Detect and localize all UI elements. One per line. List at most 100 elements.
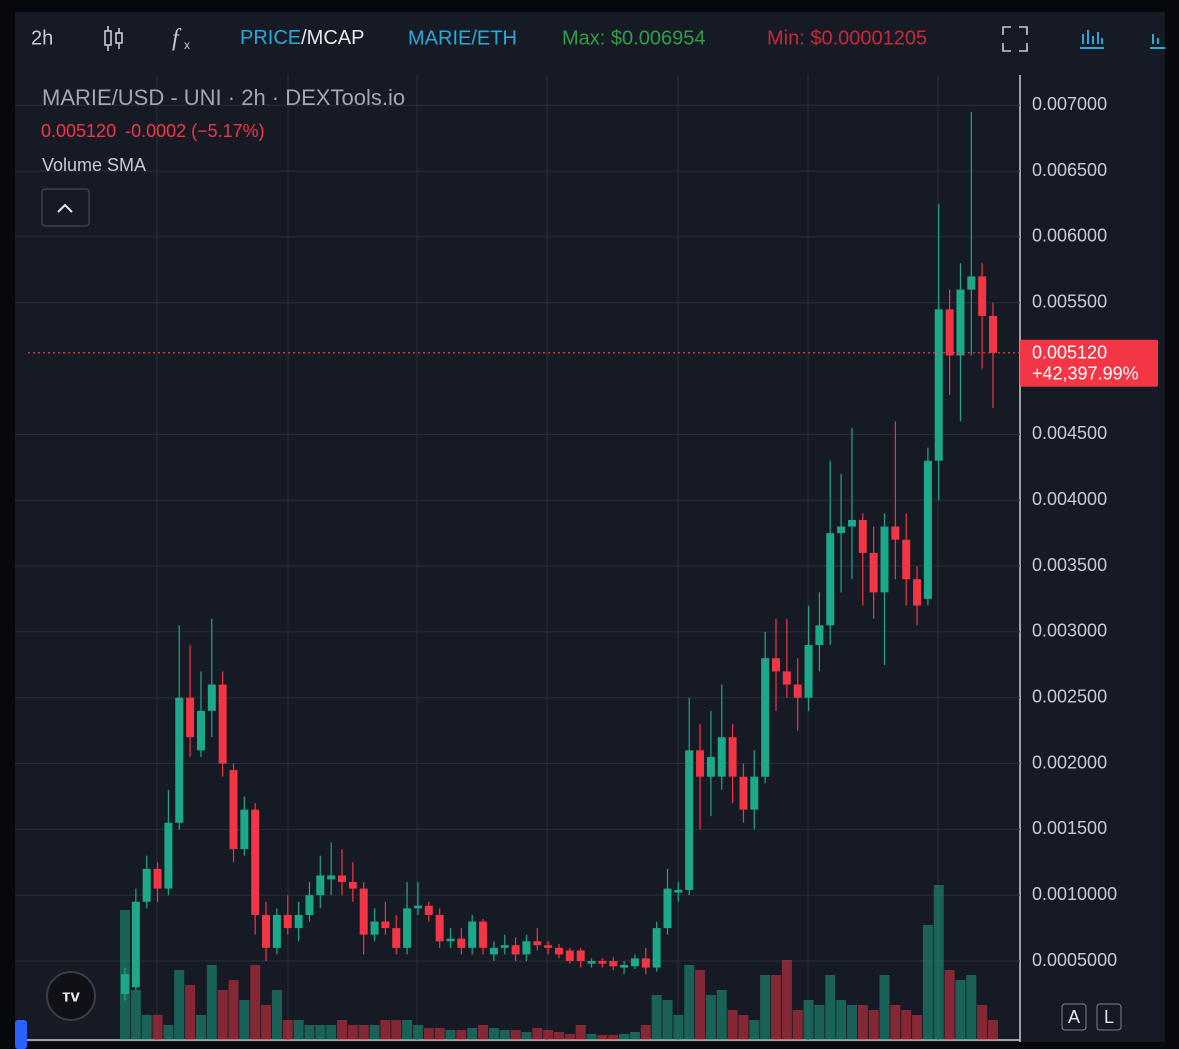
volume-bar [781, 960, 792, 1040]
candle-body [489, 947, 498, 955]
y-tick-label: 0.0010000 [1032, 884, 1117, 904]
candles-icon[interactable] [104, 26, 123, 51]
candle-body [902, 539, 911, 580]
collapse-icon [57, 203, 73, 213]
candle-body [544, 945, 553, 948]
candle-body [750, 776, 759, 810]
volume-bar [933, 885, 944, 1040]
volume-bar [130, 990, 141, 1040]
tv-logo[interactable] [46, 971, 96, 1021]
candle-body [403, 908, 412, 948]
candle-body [706, 756, 715, 777]
volume-bar [771, 975, 781, 1040]
candle-body [468, 921, 477, 948]
volume-bar [564, 1034, 575, 1040]
candles [121, 111, 997, 1001]
volume-bar [185, 985, 196, 1040]
candle-body [153, 868, 162, 889]
volume-bar [662, 1000, 673, 1040]
price-mcap[interactable]: PRICE/MCAP [240, 27, 364, 49]
candle-body [240, 809, 249, 850]
volume-bar [282, 1020, 293, 1040]
min-price: Min: $0.00001205 [767, 27, 927, 49]
auto-scale-button[interactable] [1061, 1003, 1087, 1031]
candle-body [761, 658, 770, 777]
last-change-label: +42,397.99% [1032, 364, 1139, 384]
volume-bar [705, 995, 716, 1040]
scroll-handle[interactable] [15, 1020, 27, 1049]
volume-bar [434, 1028, 445, 1040]
interval[interactable]: 2h [31, 27, 53, 49]
volume-bar [988, 1020, 998, 1040]
candle-body [555, 947, 563, 955]
volume-bar [629, 1032, 640, 1040]
candle-body [327, 875, 336, 880]
volume-bar [304, 1025, 315, 1040]
chart-style-icon-2[interactable] [1150, 34, 1165, 49]
y-tick-label: 0.0005000 [1032, 950, 1117, 970]
volume-bar [727, 1010, 738, 1040]
candle-body [923, 460, 932, 599]
candle-body [207, 684, 216, 711]
max-price: Max: $0.006954 [562, 27, 705, 49]
collapse-button[interactable] [41, 188, 90, 227]
indicators-icon[interactable]: f [172, 26, 182, 52]
volume-bar [760, 975, 771, 1040]
volume-bar [141, 1015, 152, 1040]
log-scale-button[interactable] [1096, 1003, 1122, 1031]
volume-bar [152, 1015, 163, 1040]
candle-body [880, 526, 889, 593]
candle-body [793, 684, 802, 698]
y-tick-label: 0.006500 [1032, 160, 1107, 180]
candle-body [229, 770, 238, 850]
volume-bar [901, 1010, 912, 1040]
volume-bars [120, 885, 998, 1040]
candle-body [338, 875, 346, 883]
candle-body [620, 964, 629, 968]
fullscreen-icon[interactable] [1002, 26, 1028, 52]
candle-body [500, 945, 509, 948]
candle-body [989, 315, 997, 353]
volume-bar [206, 965, 217, 1040]
candle-body [533, 941, 542, 946]
chart-style-icon[interactable] [1080, 30, 1104, 49]
candle-body [956, 289, 965, 356]
candle-body [913, 579, 922, 606]
candle-body [685, 750, 694, 890]
y-tick-label: 0.004500 [1032, 423, 1107, 443]
candle-body [826, 533, 835, 626]
candle-body [967, 276, 976, 290]
volume-bar [391, 1020, 402, 1040]
volume-bar [922, 925, 933, 1040]
y-tick-label: 0.004000 [1032, 489, 1107, 509]
volume-bar [423, 1028, 434, 1040]
candle-body [359, 888, 368, 935]
volume-bar [554, 1032, 564, 1040]
candle-body [728, 737, 737, 777]
y-tick-label: 0.005500 [1032, 292, 1107, 312]
volume-bar [445, 1030, 456, 1040]
volume-bar [977, 1005, 988, 1040]
volume-bar [857, 1005, 868, 1040]
candle-body [479, 921, 488, 948]
pair-toggle[interactable]: MARIE/ETH [408, 27, 517, 49]
candle-body [837, 526, 846, 534]
candle-body [186, 697, 195, 738]
volume-bar [488, 1028, 499, 1040]
candle-body [121, 974, 129, 994]
volume-bar [521, 1032, 532, 1040]
auto-scale-label: A [1068, 1007, 1080, 1027]
volume-bar [912, 1015, 923, 1040]
mcap-toggle[interactable]: /MCAP [301, 27, 364, 49]
candle-body [978, 276, 987, 316]
indicator-name: Volume SMA [42, 155, 146, 175]
volume-bar [836, 1000, 847, 1040]
candle-body [316, 875, 325, 896]
volume-bar [271, 990, 282, 1040]
y-tick-label: 0.002500 [1032, 686, 1107, 706]
candle-body [782, 671, 791, 685]
volume-bar [358, 1025, 369, 1040]
price-toggle[interactable]: PRICE [240, 27, 301, 49]
candle-body [218, 684, 227, 764]
